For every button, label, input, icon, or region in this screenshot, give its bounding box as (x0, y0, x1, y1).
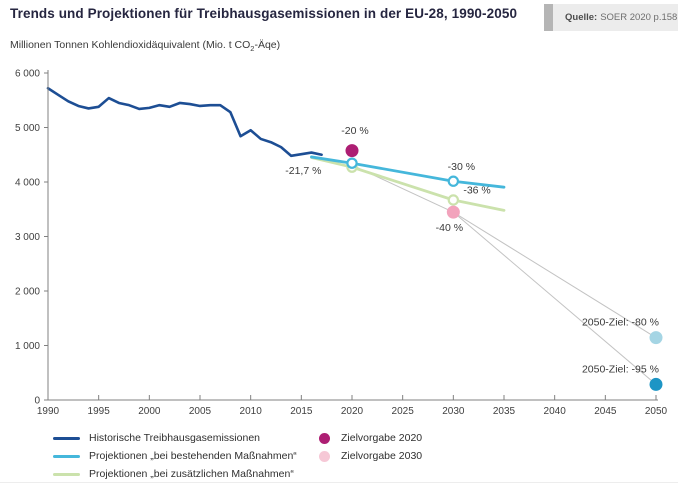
target-path-line (351, 164, 657, 339)
legend-label: Zielvorgabe 2020 (341, 432, 423, 444)
additional-measures-line-swatch (53, 472, 80, 476)
y-tick-label: 0 (34, 396, 40, 407)
target-2030-dot-swatch (319, 450, 330, 462)
target-point (649, 331, 663, 345)
projection-marker (346, 157, 358, 169)
legend-item: Zielvorgabe 2030 (311, 447, 422, 465)
legend-item: Projektionen „bei bestehenden Maßnahmen“ (53, 447, 297, 465)
source-badge: Quelle: SOER 2020 p.158 (544, 4, 678, 31)
y-tick-label: 3 000 (15, 232, 40, 243)
x-tick-label: 2030 (442, 406, 465, 417)
annotation: 2050-Ziel: -95 % (582, 363, 659, 375)
source-label: Quelle: (565, 12, 598, 23)
target-point (345, 144, 359, 158)
annotation: 2050-Ziel: -80 % (582, 316, 659, 328)
legend-item: Zielvorgabe 2020 (311, 429, 422, 447)
annotation: -30 % (448, 161, 475, 173)
y-tick-label: 5 000 (15, 123, 40, 134)
target-point (649, 377, 663, 391)
x-tick-label: 1990 (37, 406, 60, 417)
y-tick-label: 2 000 (15, 287, 40, 298)
annotation: -36 % (463, 185, 490, 197)
target-path-line (453, 211, 657, 385)
x-tick-label: 2005 (189, 406, 212, 417)
series-line (310, 155, 506, 189)
x-tick-label: 2035 (493, 406, 516, 417)
series-line (310, 156, 506, 212)
source-badge-bar (544, 4, 553, 31)
annotation: -40 % (436, 222, 463, 234)
legend-label: Projektionen „bei zusätzlichen Maßnahmen… (89, 468, 294, 480)
projection-marker (447, 175, 460, 187)
x-tick-label: 2040 (544, 406, 567, 417)
x-tick-label: 2015 (290, 406, 313, 417)
legend-label: Zielvorgabe 2030 (341, 450, 423, 462)
y-tick-label: 6 000 (15, 69, 40, 80)
y-tick-label: 1 000 (15, 341, 40, 352)
page-title: Trends und Projektionen für Treibhausgas… (10, 6, 518, 21)
x-tick-label: 2045 (594, 406, 617, 417)
annotation: -20 % (341, 125, 368, 137)
x-tick-label: 2020 (341, 406, 364, 417)
legend-label: Historische Treibhausgasemissionen (89, 432, 260, 444)
existing-measures-line-swatch (53, 454, 80, 458)
chart-subtitle: Millionen Tonnen Kohlendioxidäquivalent … (10, 39, 281, 54)
series-line (46, 86, 323, 158)
projection-marker (447, 194, 460, 206)
x-tick-label: 2010 (240, 406, 263, 417)
source-value: SOER 2020 p.158 (600, 12, 678, 23)
historical-line-swatch (53, 436, 80, 440)
x-tick-label: 2025 (392, 406, 415, 417)
target-2020-dot-swatch (319, 432, 330, 444)
legend-item: Historische Treibhausgasemissionen (53, 429, 297, 447)
x-tick-label: 2000 (138, 406, 161, 417)
legend-dots: Zielvorgabe 2020 Zielvorgabe 2030 (311, 429, 422, 465)
legend-lines: Historische Treibhausgasemissionen Proje… (53, 429, 297, 483)
x-tick-label: 2050 (645, 406, 668, 417)
target-point (446, 205, 460, 219)
annotation: -21,7 % (285, 165, 321, 177)
legend-item: Projektionen „bei zusätzlichen Maßnahmen… (53, 465, 297, 483)
x-tick-label: 1995 (88, 406, 111, 417)
legend-label: Projektionen „bei bestehenden Maßnahmen“ (89, 450, 297, 462)
y-tick-label: 4 000 (15, 178, 40, 189)
